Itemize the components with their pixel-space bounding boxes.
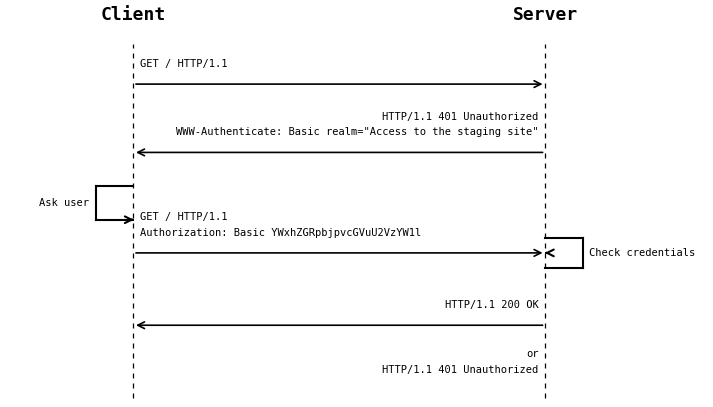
Text: HTTP/1.1 401 Unauthorized: HTTP/1.1 401 Unauthorized (382, 365, 538, 376)
Text: Client: Client (101, 6, 166, 24)
Text: WWW-Authenticate: Basic realm="Access to the staging site": WWW-Authenticate: Basic realm="Access to… (176, 127, 538, 137)
Text: Server: Server (513, 6, 578, 24)
Text: Check credentials: Check credentials (590, 248, 696, 258)
Text: GET / HTTP/1.1: GET / HTTP/1.1 (140, 212, 227, 222)
Text: Ask user: Ask user (39, 198, 89, 208)
Text: HTTP/1.1 401 Unauthorized: HTTP/1.1 401 Unauthorized (382, 112, 538, 122)
Text: HTTP/1.1 200 OK: HTTP/1.1 200 OK (445, 300, 538, 310)
Text: GET / HTTP/1.1: GET / HTTP/1.1 (140, 59, 227, 69)
Text: or: or (526, 349, 538, 359)
Text: Authorization: Basic YWxhZGRpbjpvcGVuU2VzYW1l: Authorization: Basic YWxhZGRpbjpvcGVuU2V… (140, 228, 421, 238)
